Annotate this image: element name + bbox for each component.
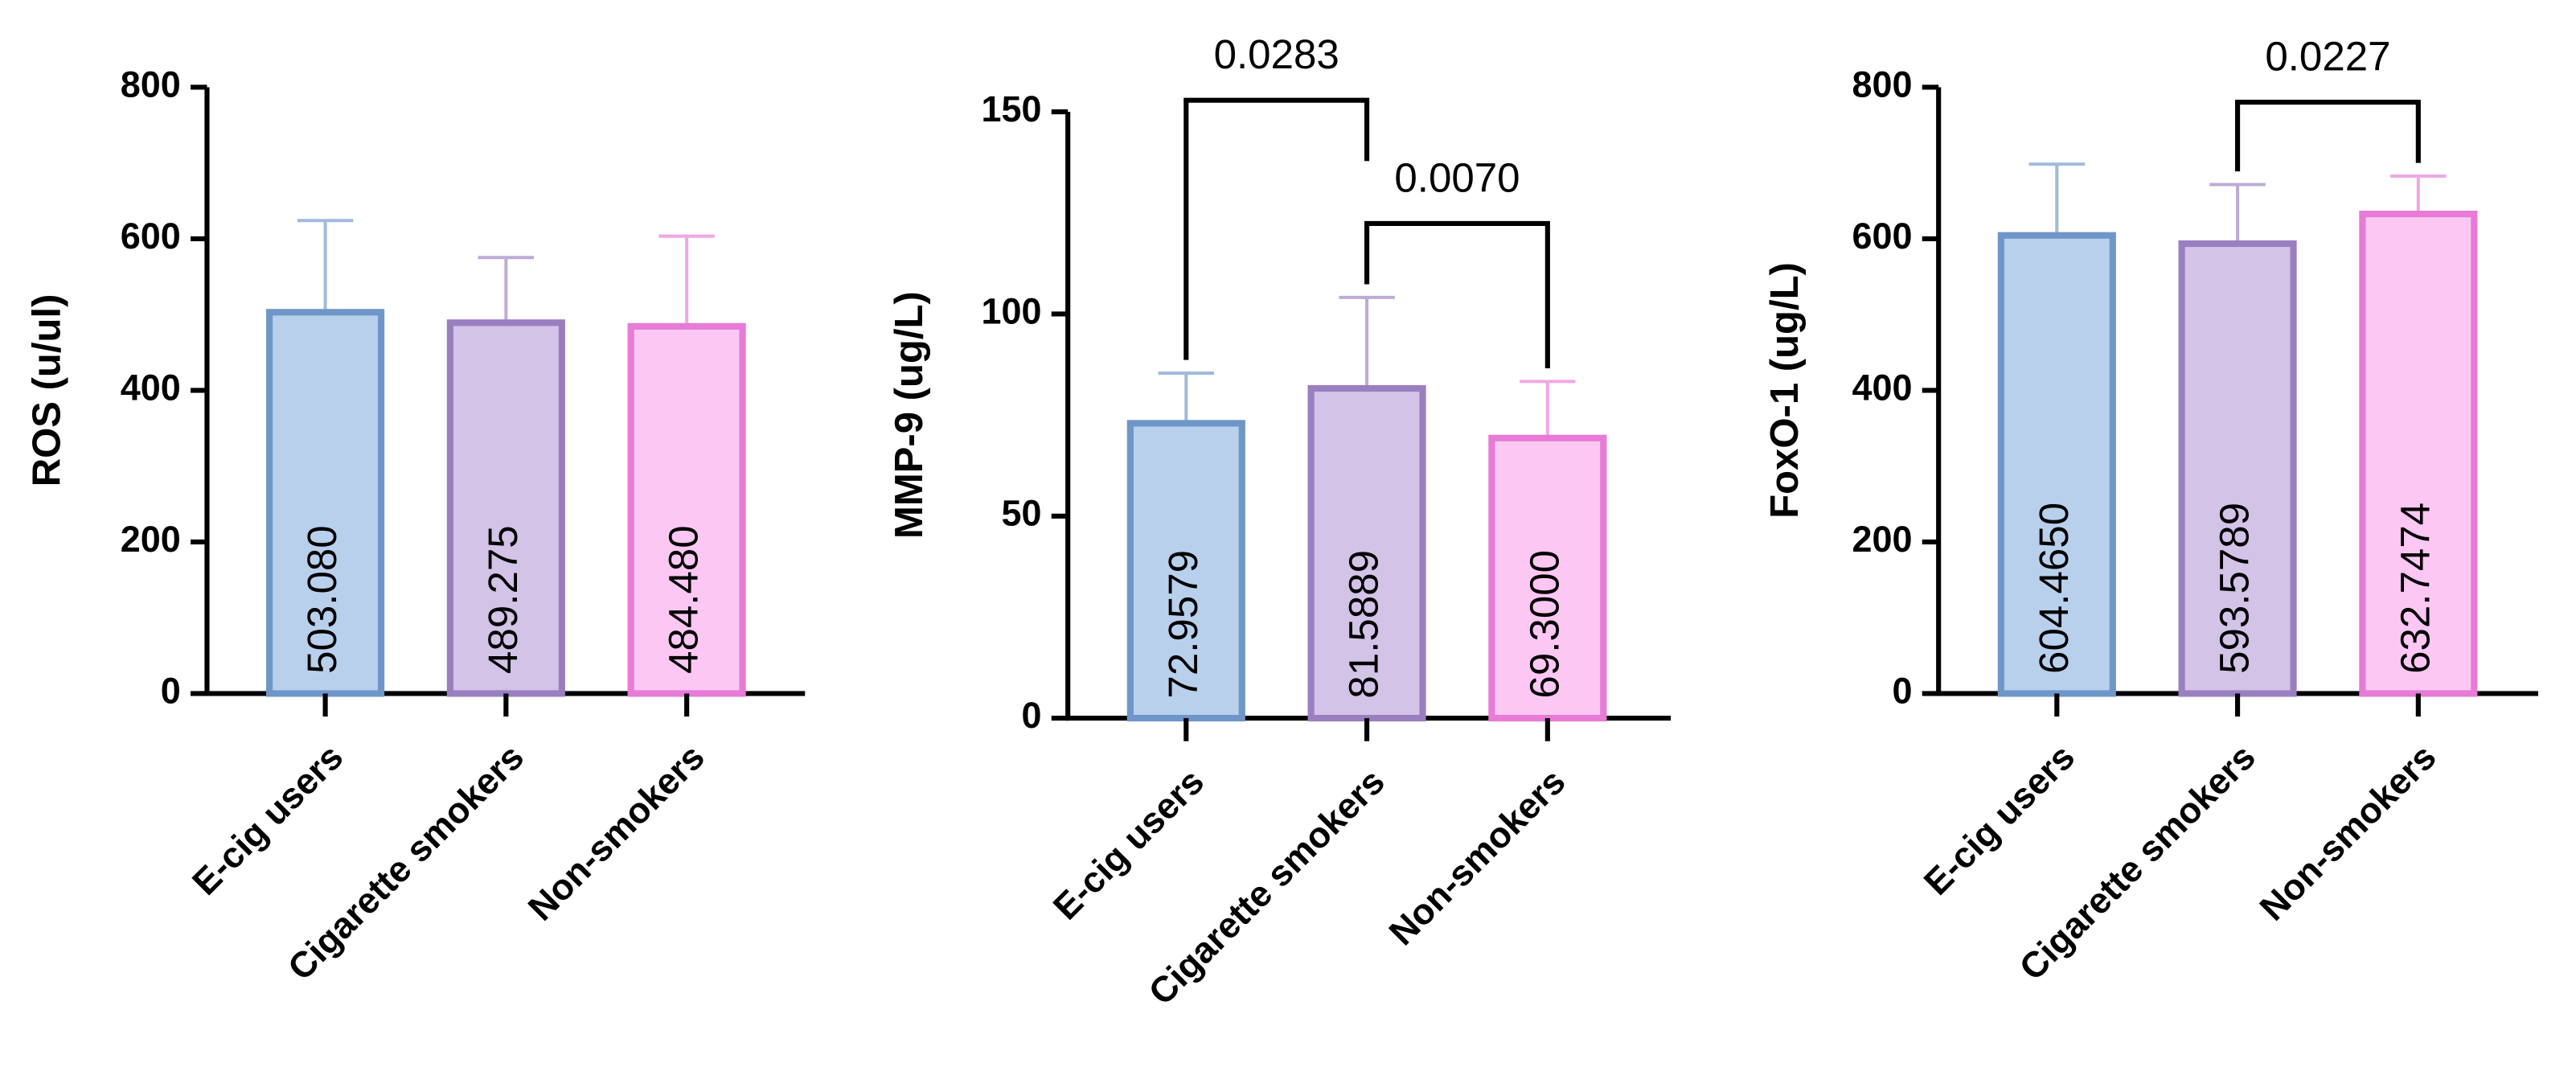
bar [627, 322, 746, 697]
significance-bracket [2235, 99, 2421, 172]
bar [1307, 384, 1426, 722]
value-label: 604.4650 [2031, 503, 2077, 674]
x-tick-label: Non-smokers [2252, 736, 2444, 928]
bar [446, 319, 565, 697]
y-tick-label: 0 [1021, 695, 1041, 736]
x-tick-label: E-cig users [1045, 761, 1212, 927]
x-tick-label: Non-smokers [520, 736, 712, 928]
y-tick-label: 0 [161, 670, 181, 711]
y-tick-label: 150 [982, 88, 1042, 129]
y-tick-label: 600 [1852, 216, 1912, 257]
y-tick-label: 600 [121, 216, 181, 257]
y-tick-label: 400 [1852, 367, 1912, 408]
y-tick-label: 0 [1892, 670, 1912, 711]
value-label: 81.5889 [1341, 550, 1387, 699]
value-label: 72.9579 [1160, 550, 1206, 699]
y-tick-label: 50 [1002, 493, 1042, 534]
x-tick-label: Non-smokers [1381, 761, 1573, 953]
value-label: 503.080 [299, 525, 345, 674]
y-tick-label: 800 [1852, 64, 1912, 105]
x-tick-label: E-cig users [184, 736, 351, 902]
x-tick-label: E-cig users [1916, 736, 2082, 902]
bar [266, 309, 385, 697]
value-label: 484.480 [661, 525, 707, 674]
y-axis-label: MMP-9 (ug/L) [888, 291, 931, 539]
p-value: 0.0227 [2265, 33, 2390, 79]
bar [1126, 420, 1245, 722]
value-label: 593.5789 [2212, 503, 2258, 674]
bar [2178, 240, 2297, 697]
y-tick-label: 400 [121, 367, 181, 408]
y-tick-label: 200 [1852, 519, 1912, 560]
p-value: 0.0070 [1394, 154, 1520, 200]
bar [1488, 434, 1607, 722]
y-tick-label: 800 [121, 64, 181, 105]
y-axis-label: ROS (u/ul) [25, 294, 68, 487]
value-label: 69.3000 [1521, 550, 1567, 699]
value-label: 489.275 [480, 525, 526, 674]
y-tick-label: 100 [982, 290, 1042, 331]
y-tick-label: 200 [121, 519, 181, 560]
significance-bracket [1364, 220, 1550, 369]
value-label: 632.7474 [2392, 503, 2438, 674]
significance-bracket [1183, 97, 1370, 360]
y-axis-label: FoxO-1 (ug/L) [1763, 262, 1807, 519]
p-value: 0.0283 [1214, 31, 1339, 77]
